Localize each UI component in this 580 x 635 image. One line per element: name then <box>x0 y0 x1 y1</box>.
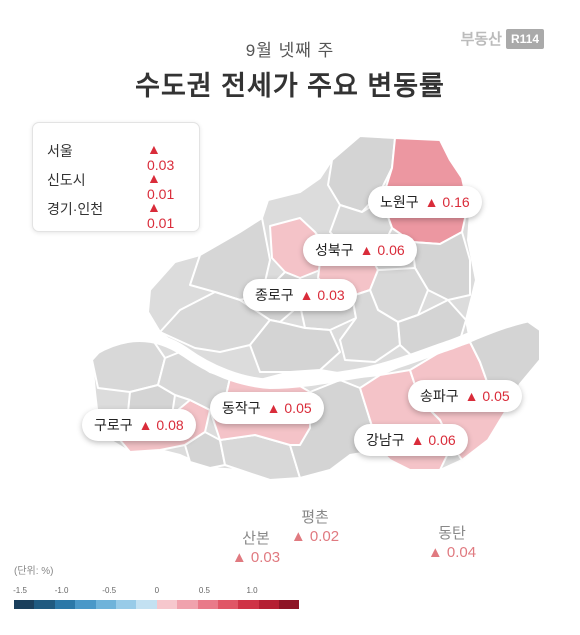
legend-swatch <box>238 600 259 609</box>
legend-swatch <box>217 600 239 609</box>
label-seongbuk: 성북구 ▲ 0.06 <box>303 234 417 266</box>
label-nowon: 노원구 ▲ 0.16 <box>368 186 482 218</box>
legend-unit: (단위: %) <box>14 566 54 577</box>
newtown-value: ▲ 0.02 <box>290 528 340 545</box>
summary-row-newtown: 신도시 ▲ 0.01 <box>47 170 187 202</box>
summary-row-gyeonggi: 경기·인천 ▲ 0.01 <box>47 199 187 231</box>
label-pyeongchon: 평촌 ▲ 0.02 <box>285 506 345 545</box>
subtitle: 9월 넷째 주 <box>245 41 335 60</box>
legend-swatch <box>115 600 137 609</box>
label-jongno: 종로구 ▲ 0.03 <box>243 279 357 311</box>
logo-text: 부동산 <box>460 31 502 48</box>
legend-tick: 1.0 <box>246 586 258 595</box>
legend-tick: -1.0 <box>54 586 69 595</box>
legend-tick: -0.5 <box>102 586 117 595</box>
legend-swatch <box>156 600 178 609</box>
legend-swatch <box>95 600 116 609</box>
logo-badge: R114 <box>505 28 544 49</box>
legend-swatch <box>136 600 157 609</box>
legend-swatch <box>177 600 198 609</box>
summary-row-seoul: 서울 ▲ 0.03 <box>47 141 187 173</box>
legend-swatch <box>14 600 35 609</box>
district-seongdong <box>339 289 401 363</box>
newtown-name: 동탄 <box>438 525 466 542</box>
district-value: ▲ 0.03 <box>299 287 345 303</box>
district-yongsan <box>249 319 341 373</box>
legend-swatch <box>54 600 76 609</box>
han-river <box>90 310 545 390</box>
district-value: ▲ 0.08 <box>138 417 184 433</box>
summary-value: ▲ 0.03 <box>147 141 175 173</box>
district-value: ▲ 0.06 <box>410 432 456 448</box>
district-name: 구로구 <box>94 417 133 433</box>
legend-tick: 0 <box>154 586 160 595</box>
logo: 부동산 R114 <box>461 28 544 49</box>
district-name: 송파구 <box>420 388 459 404</box>
legend-swatch <box>258 600 280 609</box>
label-dongjak: 동작구 ▲ 0.05 <box>210 392 324 424</box>
district-value: ▲ 0.05 <box>266 400 312 416</box>
label-dongtan: 동탄 ▲ 0.04 <box>422 522 482 561</box>
label-gangnam: 강남구 ▲ 0.06 <box>354 424 468 456</box>
legend-color-bar <box>14 600 300 609</box>
label-guro: 구로구 ▲ 0.08 <box>82 409 196 441</box>
summary-name: 서울 <box>47 143 73 159</box>
legend-swatch <box>34 600 55 609</box>
summary-value: ▲ 0.01 <box>147 199 175 231</box>
district-value: ▲ 0.05 <box>464 388 510 404</box>
summary-name: 경기·인천 <box>47 201 104 217</box>
legend-tick: 0.5 <box>198 586 210 595</box>
newtown-name: 평촌 <box>301 509 329 526</box>
page-title: 수도권 전세가 주요 변동률 <box>135 71 445 101</box>
legend-swatch <box>197 600 218 609</box>
district-value: ▲ 0.06 <box>359 242 405 258</box>
legend-swatch <box>279 600 300 609</box>
summary-box: 서울 ▲ 0.03 신도시 ▲ 0.01 경기·인천 ▲ 0.01 <box>32 122 200 232</box>
legend-tick: -1.5 <box>13 586 27 595</box>
district-name: 노원구 <box>380 194 419 210</box>
legend-scale: -1.5 -1.0 -0.5 0 0.5 1.0 <box>13 586 304 614</box>
label-songpa: 송파구 ▲ 0.05 <box>408 380 522 412</box>
newtown-value: ▲ 0.03 <box>231 549 281 566</box>
newtown-name: 산본 <box>242 530 270 547</box>
district-name: 종로구 <box>255 287 294 303</box>
district-name: 동작구 <box>222 400 261 416</box>
district-value: ▲ 0.16 <box>424 194 470 210</box>
district-name: 강남구 <box>366 432 405 448</box>
legend-swatch <box>75 600 96 609</box>
district-name: 성북구 <box>315 242 354 258</box>
summary-value: ▲ 0.01 <box>147 170 175 202</box>
label-sanbon: 산본 ▲ 0.03 <box>226 527 286 566</box>
summary-name: 신도시 <box>47 172 86 188</box>
newtown-value: ▲ 0.04 <box>427 544 477 561</box>
